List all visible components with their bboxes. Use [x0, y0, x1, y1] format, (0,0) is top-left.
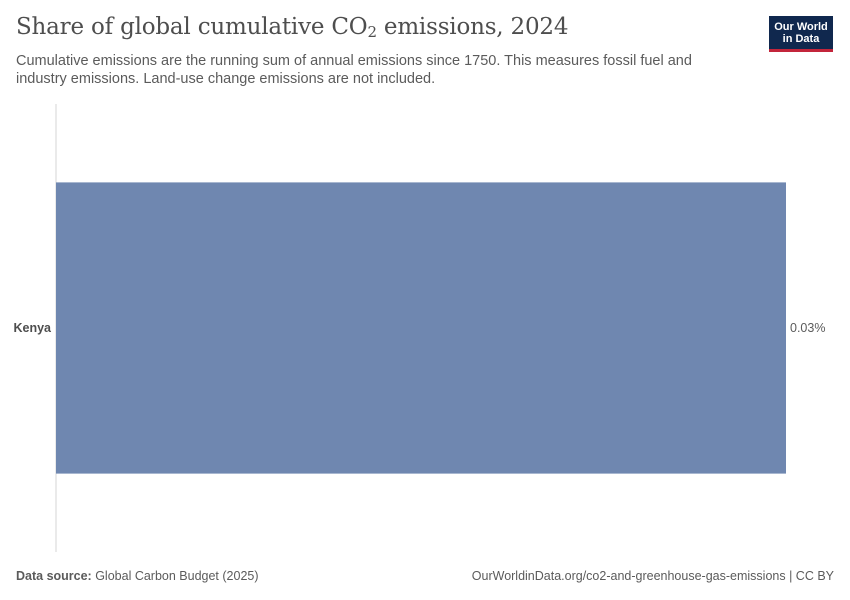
- chart-subtitle: Cumulative emissions are the running sum…: [16, 53, 692, 87]
- data-source-text: Global Carbon Budget (2025): [91, 569, 259, 583]
- license-text: | CC BY: [785, 569, 834, 583]
- source-link[interactable]: OurWorldinData.org/co2-and-greenhouse-ga…: [471, 569, 786, 583]
- footer-credit: OurWorldinData.org/co2-and-greenhouse-ga…: [472, 569, 834, 583]
- title-main: Share of global cumulative CO: [16, 14, 368, 40]
- category-label: Kenya: [13, 321, 52, 335]
- data-source: Data source: Global Carbon Budget (2025): [16, 569, 259, 583]
- logo-line-2: in Data: [782, 33, 820, 45]
- bar-kenya[interactable]: [56, 182, 786, 474]
- value-label: 0.03%: [790, 321, 825, 335]
- title-subscript: 2: [367, 23, 377, 41]
- title-tail: emissions, 2024: [376, 14, 569, 40]
- logo-line-1: Our World: [774, 21, 828, 33]
- chart-title: Share of global cumulative CO2 emissions…: [16, 14, 568, 41]
- owid-logo[interactable]: Our World in Data: [769, 16, 833, 52]
- data-source-label: Data source:: [16, 569, 92, 583]
